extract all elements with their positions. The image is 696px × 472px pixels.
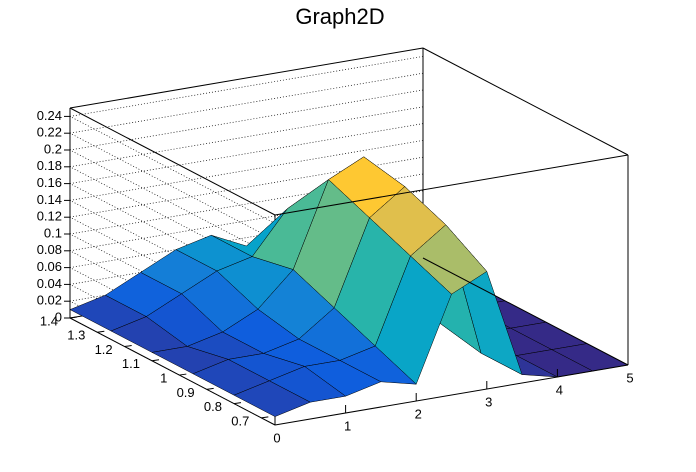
grid-line xyxy=(69,250,276,359)
x-tick-label: 5 xyxy=(626,370,633,385)
y-tick-label: 1.4 xyxy=(40,313,58,328)
z-tick-label: 0.04 xyxy=(37,276,62,291)
grid-line xyxy=(69,233,276,342)
y-tick-label: 0.8 xyxy=(204,399,222,414)
y-tick xyxy=(97,330,105,333)
z-tick-label: 0.2 xyxy=(44,141,62,156)
y-tick-label: 1.2 xyxy=(95,342,113,357)
y-tick xyxy=(261,416,269,419)
y-tick xyxy=(206,387,214,390)
z-tick-label: 0.06 xyxy=(37,259,62,274)
y-tick xyxy=(179,373,187,376)
grid-line xyxy=(69,267,276,375)
x-tick-label: 1 xyxy=(344,418,351,433)
z-tick-label: 0.02 xyxy=(37,293,62,308)
y-tick xyxy=(124,345,132,348)
box-edge xyxy=(69,47,424,109)
grid-line xyxy=(69,116,276,224)
grid-line xyxy=(69,166,276,275)
surface-cell xyxy=(233,380,311,417)
z-tick-label: 0.1 xyxy=(44,225,62,240)
box-edge xyxy=(422,47,629,156)
z-tick-label: 0.24 xyxy=(37,108,62,123)
x-tick-label: 0 xyxy=(273,430,280,445)
box-edge xyxy=(274,364,629,426)
z-tick-label: 0.18 xyxy=(37,158,62,173)
grid-line xyxy=(69,200,276,308)
z-tick-label: 0.16 xyxy=(37,175,62,190)
y-tick xyxy=(233,402,242,405)
chart-title: Graph2D xyxy=(295,4,384,29)
box-edge xyxy=(69,107,276,216)
x-tick-label: 3 xyxy=(485,394,492,409)
grid-line xyxy=(69,132,276,241)
y-tick-label: 1 xyxy=(160,371,167,386)
z-tick-label: 0.12 xyxy=(37,209,62,224)
y-tick-label: 1.1 xyxy=(122,356,140,371)
box-edge xyxy=(422,257,629,366)
grid-line xyxy=(69,216,276,325)
y-tick-label: 1.3 xyxy=(67,328,85,343)
grid-line xyxy=(69,317,276,426)
z-tick-label: 0 xyxy=(55,309,62,324)
box-edge xyxy=(274,154,629,216)
y-tick xyxy=(69,316,78,319)
grid-line xyxy=(69,183,276,291)
z-tick-label: 0.14 xyxy=(37,192,62,207)
x-tick-label: 2 xyxy=(415,406,422,421)
y-tick-label: 0.7 xyxy=(231,413,249,428)
y-tick-label: 0.9 xyxy=(177,385,195,400)
y-tick xyxy=(151,359,160,362)
z-tick-label: 0.22 xyxy=(37,125,62,140)
grid-line xyxy=(69,149,276,258)
x-tick-label: 4 xyxy=(556,382,563,397)
z-tick-label: 0.08 xyxy=(37,242,62,257)
